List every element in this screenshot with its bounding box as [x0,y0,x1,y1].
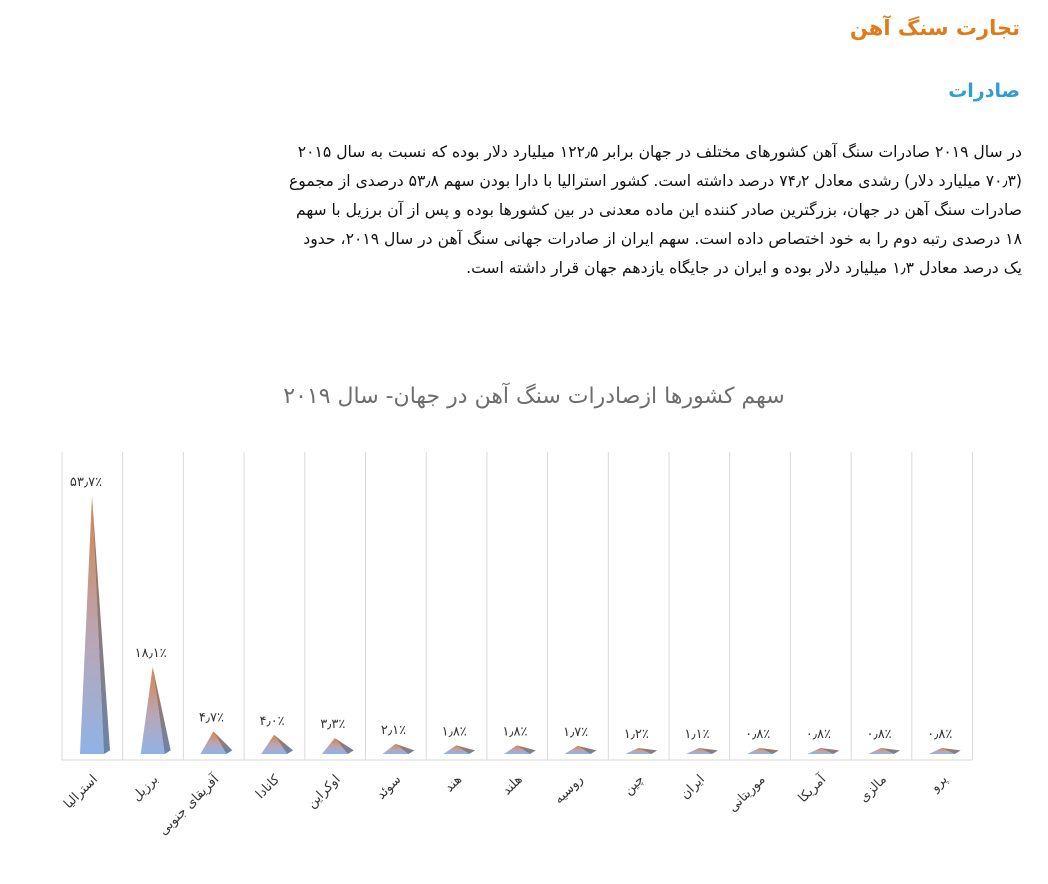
paragraph-line: ۱۸ درصدی رتبه دوم را به خود اختصاص داده … [303,230,1022,248]
bar-3 [200,731,233,754]
chart-grid [61,452,973,761]
bar-side-face [577,745,597,754]
bar-front-face [503,745,530,754]
x-tick-label: کانادا [253,772,283,802]
bar-side-face [92,496,110,754]
bar-front-face [200,731,227,754]
bar-5 [321,738,354,754]
bar-11 [686,748,718,754]
data-label: ۰٫۸٪ [927,727,952,742]
paragraph-line: در سال ۲۰۱۹ صادرات سنگ آهن کشورهای مختلف… [297,143,1022,161]
bar-front-face [868,748,895,754]
bar-side-face [820,748,840,754]
data-label: ۱٫۸٪ [442,724,467,739]
bar-side-face [456,745,476,754]
data-label: ۳٫۳٪ [320,717,345,732]
bar-front-face [625,748,652,754]
bar-2 [140,667,171,754]
bar-8 [503,745,536,754]
bar-front-face [140,667,165,754]
bar-side-face [516,745,536,754]
chart-bars [80,496,961,754]
x-tick-label: موریتانی [725,772,768,815]
data-label: ۱٫۲٪ [624,727,649,742]
bar-side-face [395,743,415,754]
bar-side-face [334,738,354,754]
data-label: ۰٫۸٪ [806,727,831,742]
x-tick-label: سوئد [374,772,404,802]
x-tick-label: آمریکا [794,770,830,806]
bar-front-face [746,748,773,754]
x-tick-label: چین [621,772,647,798]
x-tick-label: مالزی [857,772,890,805]
bar-side-face [213,731,233,754]
pyramid-bar-chart: ۵۳٫۷٪ ۱۸٫۱٪ ۴٫۷٪ ۴٫۰٪ ۳٫۳٪ ۲٫۱٪ ۱٫۸٪ ۱٫۸٪ ۱٫۷٪ ۱٫… [61,452,973,839]
x-tick-label: ایران [678,772,708,802]
bar-13 [807,748,840,754]
paragraph-line: صادرات سنگ آهن در جهان، بزرگترین صادر کن… [295,201,1022,219]
bar-side-face [941,748,961,754]
x-tick-label: اوکراین [304,772,343,811]
bar-side-face [881,748,901,754]
bar-front-face [80,496,104,754]
bar-front-face [686,748,712,754]
bar-side-face [699,748,718,754]
bar-12 [746,748,779,754]
x-tick-label: هند [442,772,465,795]
data-label: ۲٫۱٪ [381,723,406,738]
bar-1 [80,496,110,754]
bar-6 [382,743,415,754]
bar-front-face [807,748,834,754]
bar-front-face [261,734,288,754]
data-label: ۱٫۸٪ [502,724,527,739]
bar-side-face [274,734,294,754]
x-tick-label: پرو [927,772,951,796]
x-tick-label: آفریقای جنوبی [155,770,224,839]
chart-title: سهم کشورها ازصادرات سنگ آهن در جهان- سال… [283,384,785,409]
x-tick-label: روسیه [552,772,587,807]
data-label: ۱٫۷٪ [563,725,588,740]
document-title: تجارت سنگ آهن [849,16,1020,40]
bar-front-face [321,738,348,754]
bar-front-face [564,745,591,754]
bar-front-face [928,748,955,754]
bar-10 [625,748,658,754]
data-label: ۴٫۷٪ [199,710,224,725]
x-tick-label: استرالیا [61,772,101,812]
chart-data-labels: ۵۳٫۷٪ ۱۸٫۱٪ ۴٫۷٪ ۴٫۰٪ ۳٫۳٪ ۲٫۱٪ ۱٫۸٪ ۱٫۸٪ ۱٫۷٪ ۱٫… [70,475,952,742]
bar-7 [443,745,476,754]
bar-front-face [443,745,470,754]
data-label: ۴٫۰٪ [260,714,285,729]
data-label: ۰٫۸٪ [867,727,892,742]
x-tick-label: برزیل [129,772,161,804]
data-label: ۵۳٫۷٪ [70,475,102,490]
paragraph-line: یک درصد معادل ۱٫۳ میلیارد دلار بوده و ای… [466,259,1022,277]
section-heading: صادرات [948,80,1020,102]
bar-14 [868,748,901,754]
data-label: ۱۸٫۱٪ [135,646,167,661]
paragraph-line: (۷۰٫۳ میلیارد دلار) رشدی معادل ۷۴٫۲ درصد… [289,172,1022,190]
bar-side-face [638,748,658,754]
x-tick-label: هلند [500,772,526,798]
bar-9 [564,745,597,754]
bar-4 [261,734,294,754]
bar-front-face [382,743,409,754]
data-label: ۱٫۱٪ [684,727,709,742]
bar-15 [928,748,961,754]
body-paragraph: در سال ۲۰۱۹ صادرات سنگ آهن کشورهای مختلف… [22,138,1022,283]
bar-side-face [152,667,171,754]
data-label: ۰٫۸٪ [745,727,770,742]
bar-side-face [759,748,779,754]
